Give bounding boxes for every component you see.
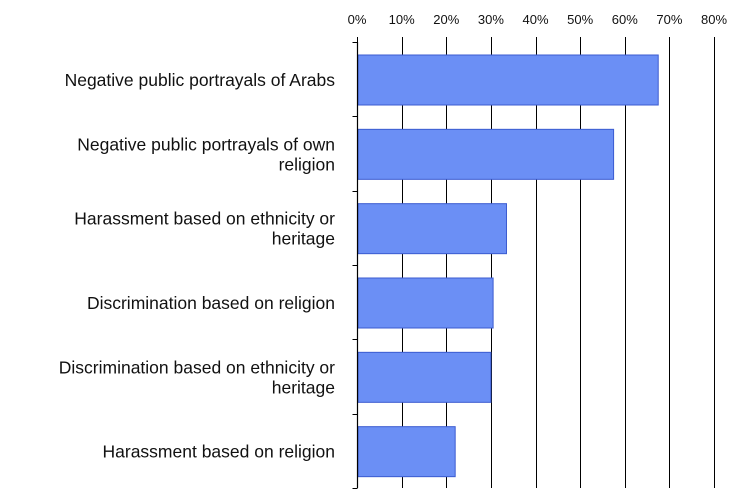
x-tick-label: 60% [612, 12, 638, 27]
axes [352, 37, 715, 489]
x-tick-label: 50% [567, 12, 593, 27]
x-tick-labels: 0% 10% 20% 30% 40% 50% 60% 70% 80% [348, 12, 728, 27]
x-tick-label: 0% [348, 12, 367, 27]
category-label: Negative public portrayals of Arabs [65, 70, 336, 90]
category-label: Negative public portrayals of own [77, 134, 335, 154]
bar [357, 277, 494, 329]
bar [357, 54, 659, 106]
category-label: Harassment based on religion [103, 442, 336, 462]
category-label: Discrimination based on ethnicity or [59, 357, 335, 377]
bar [357, 426, 456, 478]
category-labels: Negative public portrayals of Arabs Negat… [59, 70, 335, 462]
x-tick-label: 80% [701, 12, 727, 27]
gridlines [402, 42, 715, 488]
x-tick-label: 20% [433, 12, 459, 27]
category-label: Discrimination based on religion [87, 293, 335, 313]
x-tick-label: 30% [478, 12, 504, 27]
x-tick-label: 10% [389, 12, 415, 27]
category-label: Harassment based on ethnicity or [74, 209, 335, 229]
bar [357, 203, 507, 255]
bars [357, 54, 659, 478]
category-label: religion [279, 154, 335, 174]
category-label: heritage [272, 229, 335, 249]
x-tick-label: 70% [656, 12, 682, 27]
category-label: heritage [272, 377, 335, 397]
x-tick-label: 40% [522, 12, 548, 27]
bar [357, 128, 615, 180]
bar [357, 351, 492, 403]
